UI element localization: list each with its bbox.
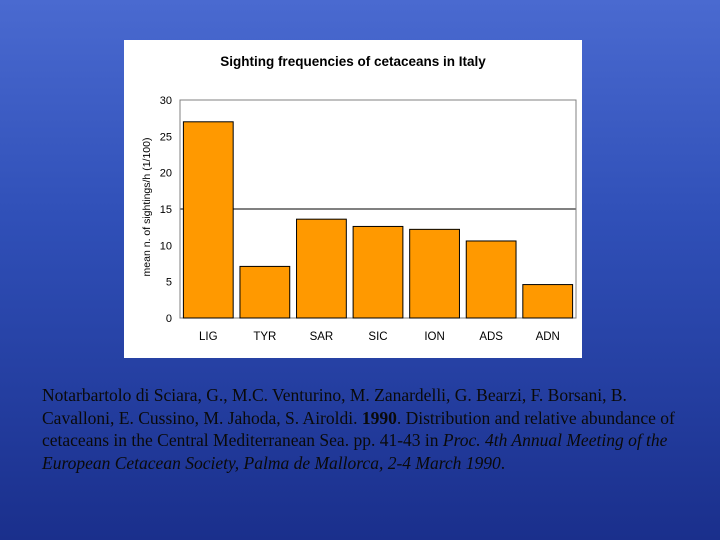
x-tick-label: TYR bbox=[253, 331, 276, 343]
x-tick-label: ION bbox=[424, 331, 444, 343]
citation-proceedings: Proc. 4th Annual Meeting of the European… bbox=[42, 430, 668, 473]
y-tick-label: 5 bbox=[166, 277, 172, 289]
chart-panel: Sighting frequencies of cetaceans in Ita… bbox=[124, 40, 582, 358]
citation-title: . Distribution and relative abundance of… bbox=[42, 407, 675, 451]
y-tick-label: 15 bbox=[160, 204, 172, 216]
y-tick-label: 20 bbox=[160, 168, 172, 180]
x-tick-label: LIG bbox=[199, 331, 218, 343]
citation-authors: Notarbartolo di Sciara, G., M.C. Venturi… bbox=[42, 385, 627, 428]
x-tick-label: SIC bbox=[368, 331, 387, 343]
bar-tyr bbox=[239, 265, 291, 319]
bar-ads bbox=[465, 240, 517, 319]
citation-year: 1990 bbox=[361, 407, 397, 428]
x-tick-label: ADS bbox=[479, 331, 503, 343]
x-tick-label: ADN bbox=[536, 331, 560, 343]
citation-text: Notarbartolo di Sciara, G., M.C. Venturi… bbox=[42, 384, 682, 474]
bar-adn bbox=[522, 284, 574, 319]
y-tick-label: 10 bbox=[160, 240, 172, 252]
x-tick-label: SAR bbox=[310, 331, 334, 343]
bar-sar bbox=[296, 218, 347, 319]
y-tick-label: 30 bbox=[160, 95, 172, 107]
y-tick-label: 0 bbox=[166, 313, 172, 325]
y-tick-label: 25 bbox=[160, 131, 172, 143]
citation-end: . bbox=[500, 452, 506, 473]
bar-sic bbox=[352, 225, 404, 319]
chart-title: Sighting frequencies of cetaceans in Ita… bbox=[220, 54, 486, 69]
y-axis-label: mean n. of sightings/h (1/100) bbox=[141, 138, 153, 277]
bar-ion bbox=[409, 228, 460, 319]
bar-lig bbox=[182, 121, 234, 319]
bar-chart: Sighting frequencies of cetaceans in Ita… bbox=[141, 54, 577, 343]
